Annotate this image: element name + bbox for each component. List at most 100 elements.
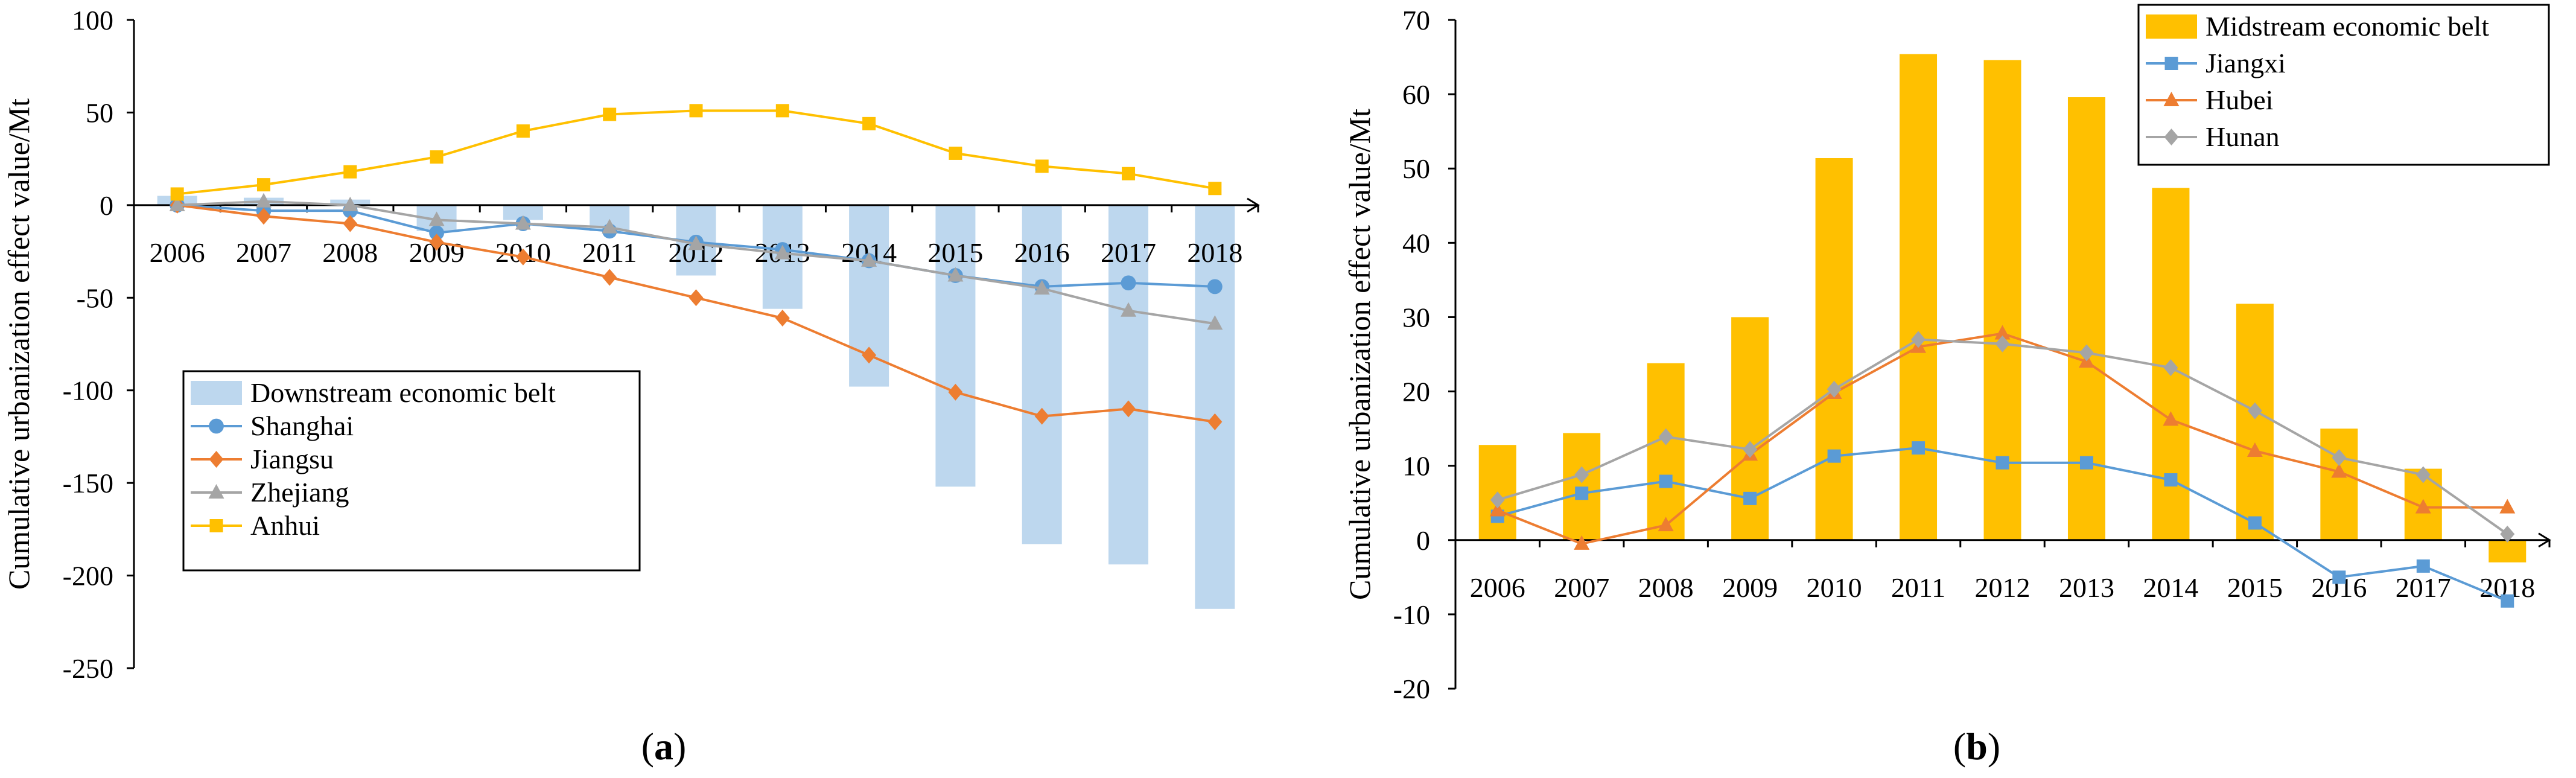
data-point <box>343 165 357 179</box>
x-tick-label: 2010 <box>1807 572 1862 603</box>
data-point <box>602 269 617 286</box>
data-point <box>515 248 530 266</box>
data-point <box>1121 400 1136 418</box>
data-point <box>689 289 704 307</box>
legend-label: Anhui <box>250 510 320 541</box>
x-tick-label: 2007 <box>236 237 291 268</box>
panel-label-letter: a <box>654 725 673 768</box>
data-point <box>2247 402 2262 419</box>
data-point <box>1207 279 1223 295</box>
data-point <box>2163 359 2178 377</box>
data-point <box>861 252 877 267</box>
data-point <box>862 116 876 130</box>
data-point <box>1743 441 1758 458</box>
data-point <box>342 196 358 211</box>
legend-box <box>182 370 641 572</box>
y-tick-label: 60 <box>1402 79 1430 110</box>
data-point <box>1034 279 1050 295</box>
data-point <box>430 150 444 164</box>
bar <box>1195 205 1235 609</box>
data-point <box>688 235 704 250</box>
data-point <box>1659 474 1673 488</box>
y-tick-label: 40 <box>1402 228 1430 258</box>
x-tick-label: 2008 <box>1638 572 1694 603</box>
panel-label-close-paren: ) <box>673 725 686 768</box>
x-tick-label: 2009 <box>1722 572 1778 603</box>
y-tick-label: -150 <box>63 468 113 499</box>
panel-label-open-paren: ( <box>641 725 654 768</box>
data-point <box>1995 335 2010 352</box>
legend-label: Hunan <box>2206 121 2280 152</box>
bar <box>1815 158 1853 540</box>
bar <box>1647 363 1685 540</box>
x-tick-label: 2015 <box>927 237 983 268</box>
data-point <box>948 383 963 401</box>
data-point <box>602 218 618 234</box>
bar <box>1731 317 1769 540</box>
data-point <box>2332 570 2346 584</box>
data-point <box>2415 499 2431 514</box>
data-point <box>1994 325 2011 340</box>
legend-label: Zhejiang <box>250 477 349 508</box>
data-point <box>2079 456 2093 470</box>
bar <box>1108 205 1149 565</box>
data-point <box>1122 167 1136 180</box>
data-point <box>1827 380 1842 398</box>
data-point <box>1207 413 1223 430</box>
legend-marker <box>209 451 224 468</box>
bar <box>1563 433 1601 540</box>
legend-marker <box>2163 92 2180 106</box>
data-point <box>1574 466 1589 483</box>
legend-label: Hubei <box>2206 84 2273 115</box>
y-tick-label: -20 <box>1393 674 1430 704</box>
legend-label: Downstream economic belt <box>250 377 556 408</box>
x-tick-label: 2012 <box>1975 572 2031 603</box>
x-tick-label: 2017 <box>2396 572 2451 603</box>
data-point <box>1658 517 1674 532</box>
legend-label: Shanghai <box>250 410 354 441</box>
series-line-anhui <box>177 109 1215 196</box>
data-point <box>947 267 964 282</box>
y-tick-label: -250 <box>63 653 113 684</box>
x-tick-label: 2011 <box>582 237 637 268</box>
data-point <box>2164 473 2178 487</box>
data-point <box>256 178 270 192</box>
data-point <box>1743 491 1757 505</box>
data-point <box>169 196 185 211</box>
data-point <box>1996 456 2009 470</box>
panel-label-open-paren: ( <box>1953 725 1966 768</box>
data-point <box>1658 428 1673 445</box>
legend-marker <box>208 484 224 499</box>
data-point <box>1207 315 1223 330</box>
data-point <box>1912 441 1926 455</box>
data-point <box>1208 182 1222 196</box>
data-point <box>2331 463 2347 478</box>
data-point <box>775 104 789 118</box>
data-point <box>949 146 962 160</box>
x-tick-label: 2015 <box>2227 572 2283 603</box>
data-point <box>2501 594 2514 608</box>
data-point <box>1121 275 1136 291</box>
data-point <box>343 215 358 232</box>
legend-marker <box>2164 57 2178 70</box>
chart-panel-a: 100 50 0 -50 -100 -150 -200 -250 Cumulative urba… <box>2 5 1260 768</box>
y-axis-title: Cumulative urbanization effect value/Mt <box>1343 109 1376 600</box>
data-point <box>428 211 445 226</box>
data-point <box>603 107 617 121</box>
data-point <box>2248 516 2262 530</box>
data-point <box>2415 466 2431 483</box>
data-point <box>2163 411 2179 426</box>
y-tick-label: 0 <box>1416 525 1430 556</box>
x-tick-label: 2018 <box>1187 237 1242 268</box>
y-tick-label: 100 <box>72 5 113 36</box>
data-point <box>1911 331 1926 348</box>
legend-label: Jiangsu <box>250 444 334 474</box>
data-point <box>1489 502 1506 517</box>
x-tick-label: 2013 <box>2059 572 2114 603</box>
x-tick-label: 2007 <box>1554 572 1609 603</box>
y-tick-label: 30 <box>1402 302 1430 333</box>
y-tick-label: 0 <box>100 190 113 221</box>
legend-marker <box>209 519 223 532</box>
